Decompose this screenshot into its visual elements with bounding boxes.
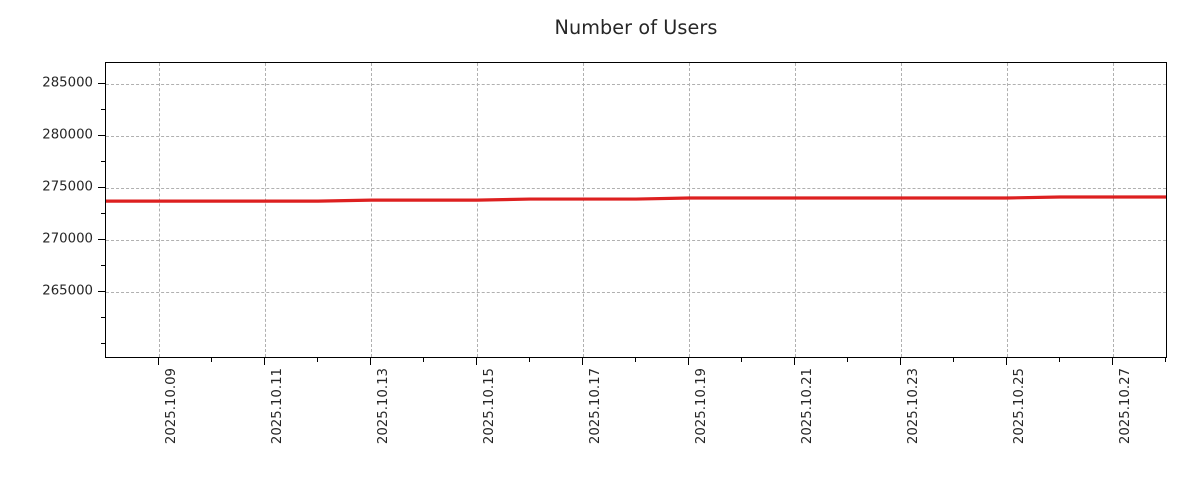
y-axis-minor-tick <box>101 213 105 215</box>
x-axis-minor-tick <box>423 358 424 362</box>
x-axis-tick-label: 2025.10.11 <box>270 368 285 445</box>
y-axis-minor-tick <box>101 317 105 319</box>
x-axis-minor-tick <box>1059 358 1060 362</box>
chart-title: Number of Users <box>554 16 718 39</box>
gridline-vertical <box>689 63 690 357</box>
y-axis-tick-label: 285000 <box>42 75 93 91</box>
x-axis-tick <box>1112 358 1113 365</box>
plot-area <box>105 62 1167 358</box>
y-axis-minor-tick <box>101 108 105 110</box>
x-axis-minor-tick <box>529 358 530 362</box>
y-axis-minor-tick <box>101 343 105 345</box>
gridline-vertical <box>1007 63 1008 357</box>
x-axis-tick <box>582 358 583 365</box>
y-axis-tick-label: 270000 <box>42 231 93 247</box>
x-axis-tick <box>688 358 689 365</box>
y-axis-tick <box>98 291 105 293</box>
gridline-horizontal <box>106 240 1166 242</box>
gridline-horizontal <box>106 83 1166 85</box>
gridline-vertical <box>1113 63 1114 357</box>
x-axis-minor-tick <box>635 358 636 362</box>
x-axis-minor-tick <box>847 358 848 362</box>
y-axis-tick <box>98 239 105 241</box>
gridline-vertical <box>901 63 902 357</box>
y-axis-tick <box>98 82 105 84</box>
y-axis-tick-label: 280000 <box>42 127 93 143</box>
x-axis-minor-tick <box>317 358 318 362</box>
x-axis-tick-label: 2025.10.25 <box>1012 368 1027 445</box>
gridline-vertical <box>795 63 796 357</box>
gridline-horizontal <box>106 135 1166 137</box>
x-axis-tick <box>264 358 265 365</box>
x-axis-tick <box>900 358 901 365</box>
x-axis-tick-label: 2025.10.23 <box>906 368 921 445</box>
gridline-vertical <box>371 63 372 357</box>
y-axis-tick <box>98 134 105 136</box>
y-axis-tick-label: 265000 <box>42 283 93 299</box>
x-axis-tick <box>476 358 477 365</box>
gridline-horizontal <box>106 292 1166 294</box>
x-axis-tick-label: 2025.10.21 <box>800 368 815 445</box>
y-axis-tick <box>98 187 105 189</box>
y-axis-minor-tick <box>101 161 105 163</box>
x-axis-tick <box>794 358 795 365</box>
x-axis-minor-tick <box>741 358 742 362</box>
x-axis-tick-label: 2025.10.27 <box>1118 368 1133 445</box>
gridline-horizontal <box>106 188 1166 190</box>
y-axis-tick-labels: 265000 270000 275000 280000 285000 <box>0 0 93 500</box>
x-axis-tick-label: 2025.10.17 <box>588 368 603 445</box>
series-line-users <box>106 63 1166 357</box>
gridline-vertical <box>583 63 584 357</box>
gridline-vertical <box>265 63 266 357</box>
x-axis-tick-label: 2025.10.09 <box>164 368 179 445</box>
x-axis-minor-tick <box>1165 358 1166 362</box>
y-axis-minor-tick <box>101 265 105 267</box>
x-axis-tick <box>158 358 159 365</box>
x-axis-minor-tick <box>953 358 954 362</box>
y-axis-tick-label: 275000 <box>42 179 93 195</box>
x-axis-minor-tick <box>211 358 212 362</box>
gridline-vertical <box>477 63 478 357</box>
x-axis-tick-label: 2025.10.19 <box>694 368 709 445</box>
gridline-vertical <box>159 63 160 357</box>
x-axis-tick-label: 2025.10.13 <box>376 368 391 445</box>
x-axis-tick <box>370 358 371 365</box>
x-axis-tick <box>1006 358 1007 365</box>
x-axis-tick-label: 2025.10.15 <box>482 368 497 445</box>
